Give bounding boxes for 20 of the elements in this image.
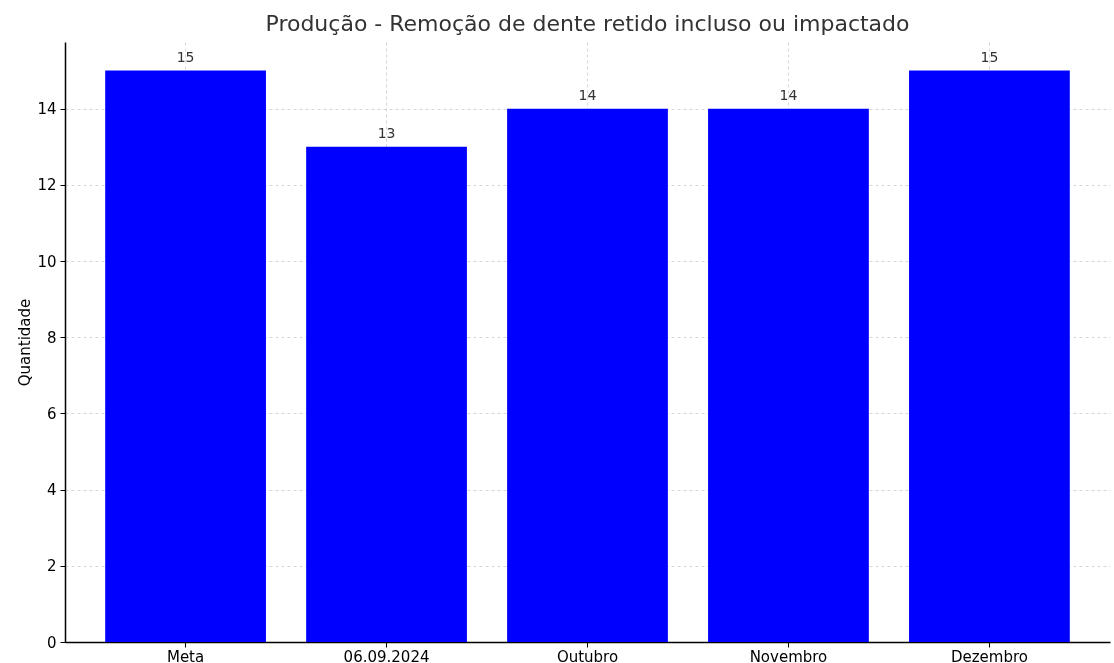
x-tick-label: Dezembro — [950, 647, 1028, 663]
y-tick-label: 12 — [37, 176, 57, 195]
y-tick-label: 2 — [46, 557, 57, 576]
data-label: 13 — [377, 124, 396, 141]
y-tick-label: 0 — [46, 633, 57, 652]
x-tick-label: 06.09.2024 — [343, 647, 430, 663]
y-axis-title: Quantidade — [16, 298, 35, 387]
x-tick-label: Novembro — [749, 647, 828, 663]
x-tick-label: Outubro — [556, 647, 619, 663]
chart-title: Produção - Remoção de dente retido incluso ou impactado — [265, 11, 910, 36]
data-label: 14 — [779, 86, 798, 103]
y-tick-label: 14 — [37, 100, 57, 119]
y-tick-label: 8 — [46, 328, 57, 347]
y-tick-label: 10 — [37, 252, 57, 271]
data-label: 15 — [980, 48, 999, 65]
data-label: 15 — [176, 48, 195, 65]
data-label: 14 — [578, 86, 597, 103]
x-tick-label: Meta — [166, 647, 205, 663]
y-tick-label: 6 — [46, 404, 57, 423]
y-tick-label: 4 — [46, 481, 57, 500]
